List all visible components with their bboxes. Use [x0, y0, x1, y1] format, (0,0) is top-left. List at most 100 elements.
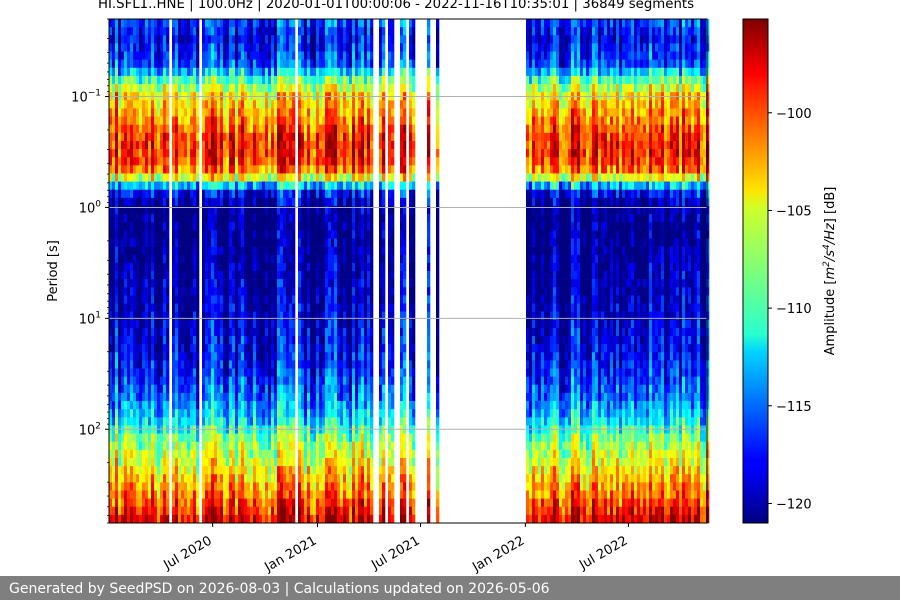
heatmap-column: [151, 19, 154, 523]
heatmap-column: [118, 19, 121, 523]
heatmap-column: [211, 19, 214, 523]
heatmap-column: [349, 19, 352, 523]
heatmap-column: [649, 19, 652, 523]
heatmap-column: [535, 19, 538, 523]
heatmap-column: [286, 19, 289, 523]
heatmap-column: [154, 19, 157, 523]
heatmap-column: [544, 19, 547, 523]
heatmap-column: [595, 19, 598, 523]
heatmap-column: [670, 19, 673, 523]
heatmap-column: [577, 19, 580, 523]
heatmap-column: [526, 19, 529, 523]
heatmap-column: [322, 19, 325, 523]
heatmap-column: [652, 19, 655, 523]
heatmap-column: [310, 19, 313, 523]
heatmap-column: [262, 19, 265, 523]
heatmap-column: [244, 19, 247, 523]
heatmap-column: [124, 19, 127, 523]
heatmap-column: [655, 19, 658, 523]
footer-bar: Generated by SeedPSD on 2026-08-03 | Cal…: [0, 576, 900, 600]
heatmap-column: [214, 19, 217, 523]
heatmap-column: [112, 19, 115, 523]
heatmap-column: [343, 19, 346, 523]
heatmap-column: [217, 19, 220, 523]
heatmap-column: [553, 19, 556, 523]
heatmap-column: [277, 19, 280, 523]
heatmap-column: [280, 19, 283, 523]
heatmap-column: [157, 19, 160, 523]
colorbar-tick-label: −115: [776, 400, 812, 415]
heatmap-column: [556, 19, 559, 523]
heatmap-column: [223, 19, 226, 523]
heatmap-column: [205, 19, 208, 523]
heatmap-column: [529, 19, 532, 523]
footer-text: Generated by SeedPSD on 2026-08-03 | Cal…: [0, 581, 550, 597]
heatmap-column: [610, 19, 613, 523]
heatmap-column: [346, 19, 349, 523]
heatmap-column: [562, 19, 565, 523]
heatmap-column: [643, 19, 646, 523]
heatmap-column: [229, 19, 232, 523]
heatmap-column: [370, 19, 373, 523]
heatmap-column: [136, 19, 139, 523]
heatmap-column: [688, 19, 691, 523]
heatmap-column: [178, 19, 181, 523]
heatmap-column: [427, 19, 430, 523]
heatmap-column: [127, 19, 130, 523]
heatmap-column: [574, 19, 577, 523]
heatmap-column: [646, 19, 649, 523]
heatmap-column: [304, 19, 307, 523]
heatmap-column: [691, 19, 694, 523]
heatmap-column: [628, 19, 631, 523]
x-tick-label: Jul 2021: [368, 533, 422, 573]
heatmap-column: [121, 19, 124, 523]
heatmap-column: [568, 19, 571, 523]
heatmap-column: [364, 19, 367, 523]
heatmap-column: [589, 19, 592, 523]
heatmap-column: [301, 19, 304, 523]
heatmap-plot-area: [109, 19, 709, 523]
heatmap-column: [637, 19, 640, 523]
heatmap-column: [196, 19, 199, 523]
heatmap-column: [640, 19, 643, 523]
heatmap-column: [313, 19, 316, 523]
heatmap-column: [268, 19, 271, 523]
heatmap-column: [436, 19, 439, 523]
heatmap-column: [619, 19, 622, 523]
heatmap-column: [592, 19, 595, 523]
heatmap-column: [625, 19, 628, 523]
heatmap-column: [298, 19, 301, 523]
heatmap-column: [241, 19, 244, 523]
heatmap-column: [391, 19, 394, 523]
heatmap-column: [565, 19, 568, 523]
heatmap-column: [400, 19, 403, 523]
heatmap-column: [271, 19, 274, 523]
colorbar-tick-label: −120: [776, 497, 812, 512]
heatmap-column: [541, 19, 544, 523]
heatmap-column: [115, 19, 118, 523]
heatmap-column: [142, 19, 145, 523]
heatmap-column: [403, 19, 406, 523]
colorbar-tick-label: −110: [776, 302, 812, 317]
heatmap-column: [361, 19, 364, 523]
heatmap-column: [631, 19, 634, 523]
heatmap-column: [664, 19, 667, 523]
heatmap-column: [172, 19, 175, 523]
heatmap-column: [679, 19, 682, 523]
heatmap-column: [253, 19, 256, 523]
heatmap-column: [133, 19, 136, 523]
heatmap-column: [181, 19, 184, 523]
heatmap-column: [382, 19, 385, 523]
heatmap-column: [139, 19, 142, 523]
heatmap-column: [616, 19, 619, 523]
x-tick-label: Jul 2020: [160, 533, 214, 573]
heatmap-column: [682, 19, 685, 523]
heatmap-column: [250, 19, 253, 523]
y-tick-label: 102: [79, 421, 101, 438]
heatmap-column: [697, 19, 700, 523]
heatmap-column: [202, 19, 205, 523]
colorbar-ticks: −100−105−110−115−120: [768, 107, 812, 513]
heatmap-column: [379, 19, 382, 523]
